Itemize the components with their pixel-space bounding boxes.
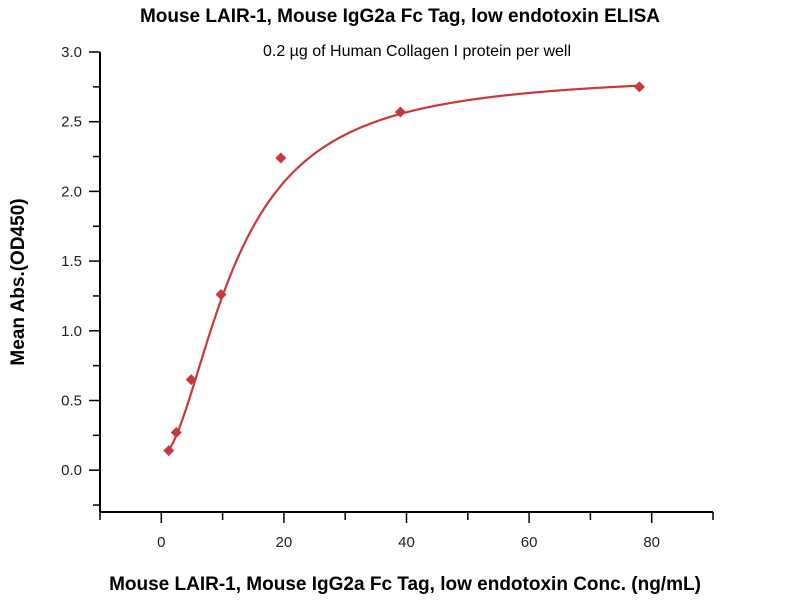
y-tick-label: 2.5 <box>61 114 82 131</box>
data-point <box>170 427 182 439</box>
y-tick-label: 2.0 <box>61 183 82 200</box>
y-tick-label: 3.0 <box>61 44 82 61</box>
chart-subtitle: 0.2 µg of Human Collagen I protein per w… <box>263 43 571 60</box>
x-tick-label: 80 <box>643 534 660 551</box>
x-axis-label: Mouse LAIR-1, Mouse IgG2a Fc Tag, low en… <box>109 574 701 595</box>
y-tick-label: 1.0 <box>61 323 82 340</box>
chart-title: Mouse LAIR-1, Mouse IgG2a Fc Tag, low en… <box>140 6 660 27</box>
data-point <box>215 289 227 301</box>
fit-curve <box>167 84 640 451</box>
x-tick-label: 20 <box>276 534 293 551</box>
data-point <box>633 81 645 93</box>
x-tick-label: 40 <box>398 534 415 551</box>
y-axis-label: Mean Abs.(OD450) <box>8 198 29 365</box>
data-point <box>394 106 406 118</box>
data-point <box>275 152 287 164</box>
data-point <box>163 445 175 457</box>
y-tick-label: 0.5 <box>61 392 82 409</box>
y-tick-label: 0.0 <box>61 462 82 479</box>
y-tick-label: 1.5 <box>61 253 82 270</box>
x-tick-label: 0 <box>157 534 165 551</box>
x-tick-label: 60 <box>521 534 538 551</box>
data-point <box>185 374 197 386</box>
